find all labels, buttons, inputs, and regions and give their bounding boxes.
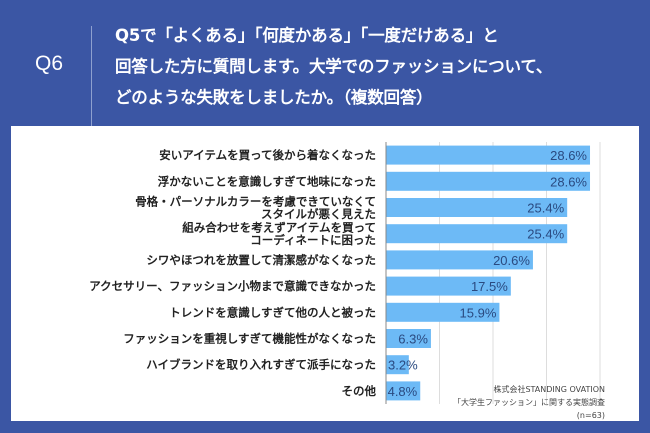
bar (386, 355, 409, 375)
bar (386, 276, 511, 296)
value-label: 25.4% (527, 227, 564, 242)
category-label: アクセサリー、ファッション小物まで意識できなかった (89, 279, 376, 293)
category-label: 骨格・パーソナルカラーを考慮できていなくて (135, 194, 376, 208)
bar (386, 329, 431, 348)
source-line: 「大学生ファッション」に関する実態調査 (453, 398, 605, 407)
bar (386, 302, 500, 322)
header-divider (91, 26, 92, 130)
bar (386, 250, 533, 270)
value-label: 28.6% (550, 148, 587, 163)
category-label: その他 (342, 384, 377, 398)
source-line: 株式会社STANDING OVATION (493, 385, 605, 394)
question-number: Q6 (34, 52, 63, 75)
value-label: 3.2% (388, 358, 418, 373)
category-label: ハイブランドを取り入れすぎて派手になった (146, 358, 376, 372)
category-label: 安いアイテムを買って後から着なくなった (159, 148, 376, 162)
value-label: 15.9% (460, 305, 497, 320)
value-label: 6.3% (398, 332, 428, 347)
bar (386, 171, 591, 191)
question-line: どのような失敗をしましたか。（複数回答） (115, 88, 433, 107)
bar (386, 145, 591, 165)
bar (386, 198, 568, 217)
value-label: 4.8% (388, 384, 418, 399)
bar (386, 224, 568, 244)
value-label: 28.6% (550, 174, 587, 189)
category-label: コーディネートに困った (250, 233, 376, 247)
question-line: 回答した方に質問します。大学でのファッションについて、 (115, 57, 553, 76)
source-note: 株式会社STANDING OVATION 「大学生ファッション」に関する実態調査… (453, 383, 605, 422)
category-label: スタイルが悪く見えた (261, 207, 376, 221)
value-label: 25.4% (527, 201, 564, 216)
category-label: 組み合わせを考えずアイテムを買って (182, 220, 376, 234)
value-label: 20.6% (493, 253, 530, 268)
question-text: Q5で「よくある」「何度かある」「一度だけある」と 回答した方に質問します。大学… (115, 20, 552, 113)
category-label: トレンドを意識しすぎて他の人と被った (169, 305, 376, 319)
bar (386, 381, 421, 401)
question-line: Q5で「よくある」「何度かある」「一度だけある」と (115, 26, 499, 45)
category-label: シワやほつれを放置して清潔感がなくなった (146, 253, 376, 267)
category-label: ファッションを重視しすぎて機能性がなくなった (123, 332, 376, 346)
category-label: 浮かないことを意識しすぎて地味になった (158, 174, 376, 188)
source-line: (n=63) (576, 411, 605, 420)
value-label: 17.5% (471, 279, 508, 294)
